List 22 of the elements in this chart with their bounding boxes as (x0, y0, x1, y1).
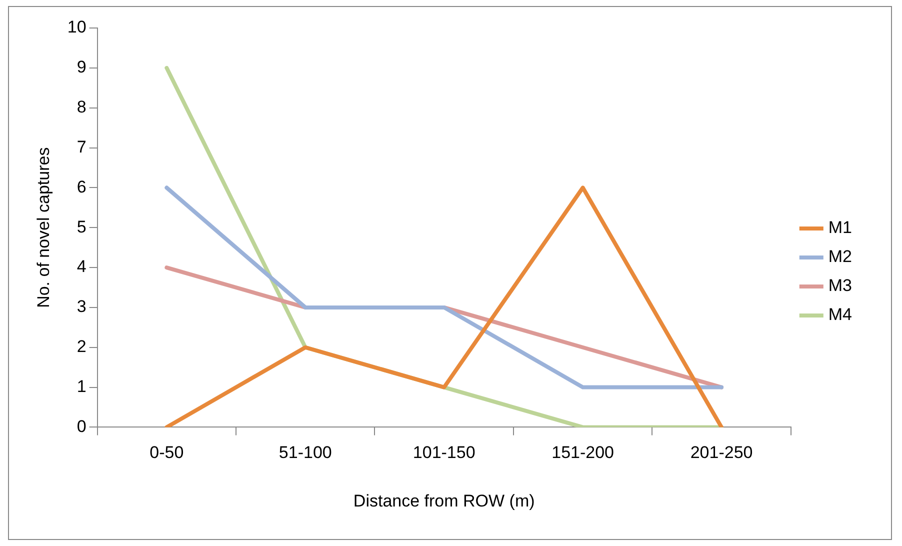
x-tick-label: 101-150 (412, 443, 476, 462)
y-tick-label: 9 (76, 58, 86, 77)
y-tick-label: 6 (76, 177, 86, 196)
x-tick-label: 151-200 (552, 443, 614, 462)
legend-label: M4 (828, 305, 852, 324)
y-tick-label: 3 (76, 297, 86, 316)
y-tick-label: 4 (76, 257, 86, 276)
x-tick-label: 201-250 (690, 443, 753, 462)
y-tick-label: 8 (76, 98, 86, 117)
legend-label: M3 (828, 276, 852, 296)
y-tick-label: 5 (76, 217, 86, 236)
y-tick-label: 0 (76, 416, 86, 436)
x-tick-label: 51-100 (278, 443, 332, 462)
x-tick-label: 0-50 (150, 443, 184, 462)
y-tick-label: 10 (67, 18, 86, 37)
y-tick-label: 2 (76, 337, 86, 356)
x-axis-title: Distance from ROW (m) (353, 491, 535, 510)
y-tick-label: 1 (76, 376, 86, 396)
legend-label: M1 (828, 218, 852, 238)
y-axis-title: No. of novel captures (34, 147, 53, 308)
legend-label: M2 (828, 247, 852, 266)
y-tick-label: 7 (76, 137, 86, 156)
